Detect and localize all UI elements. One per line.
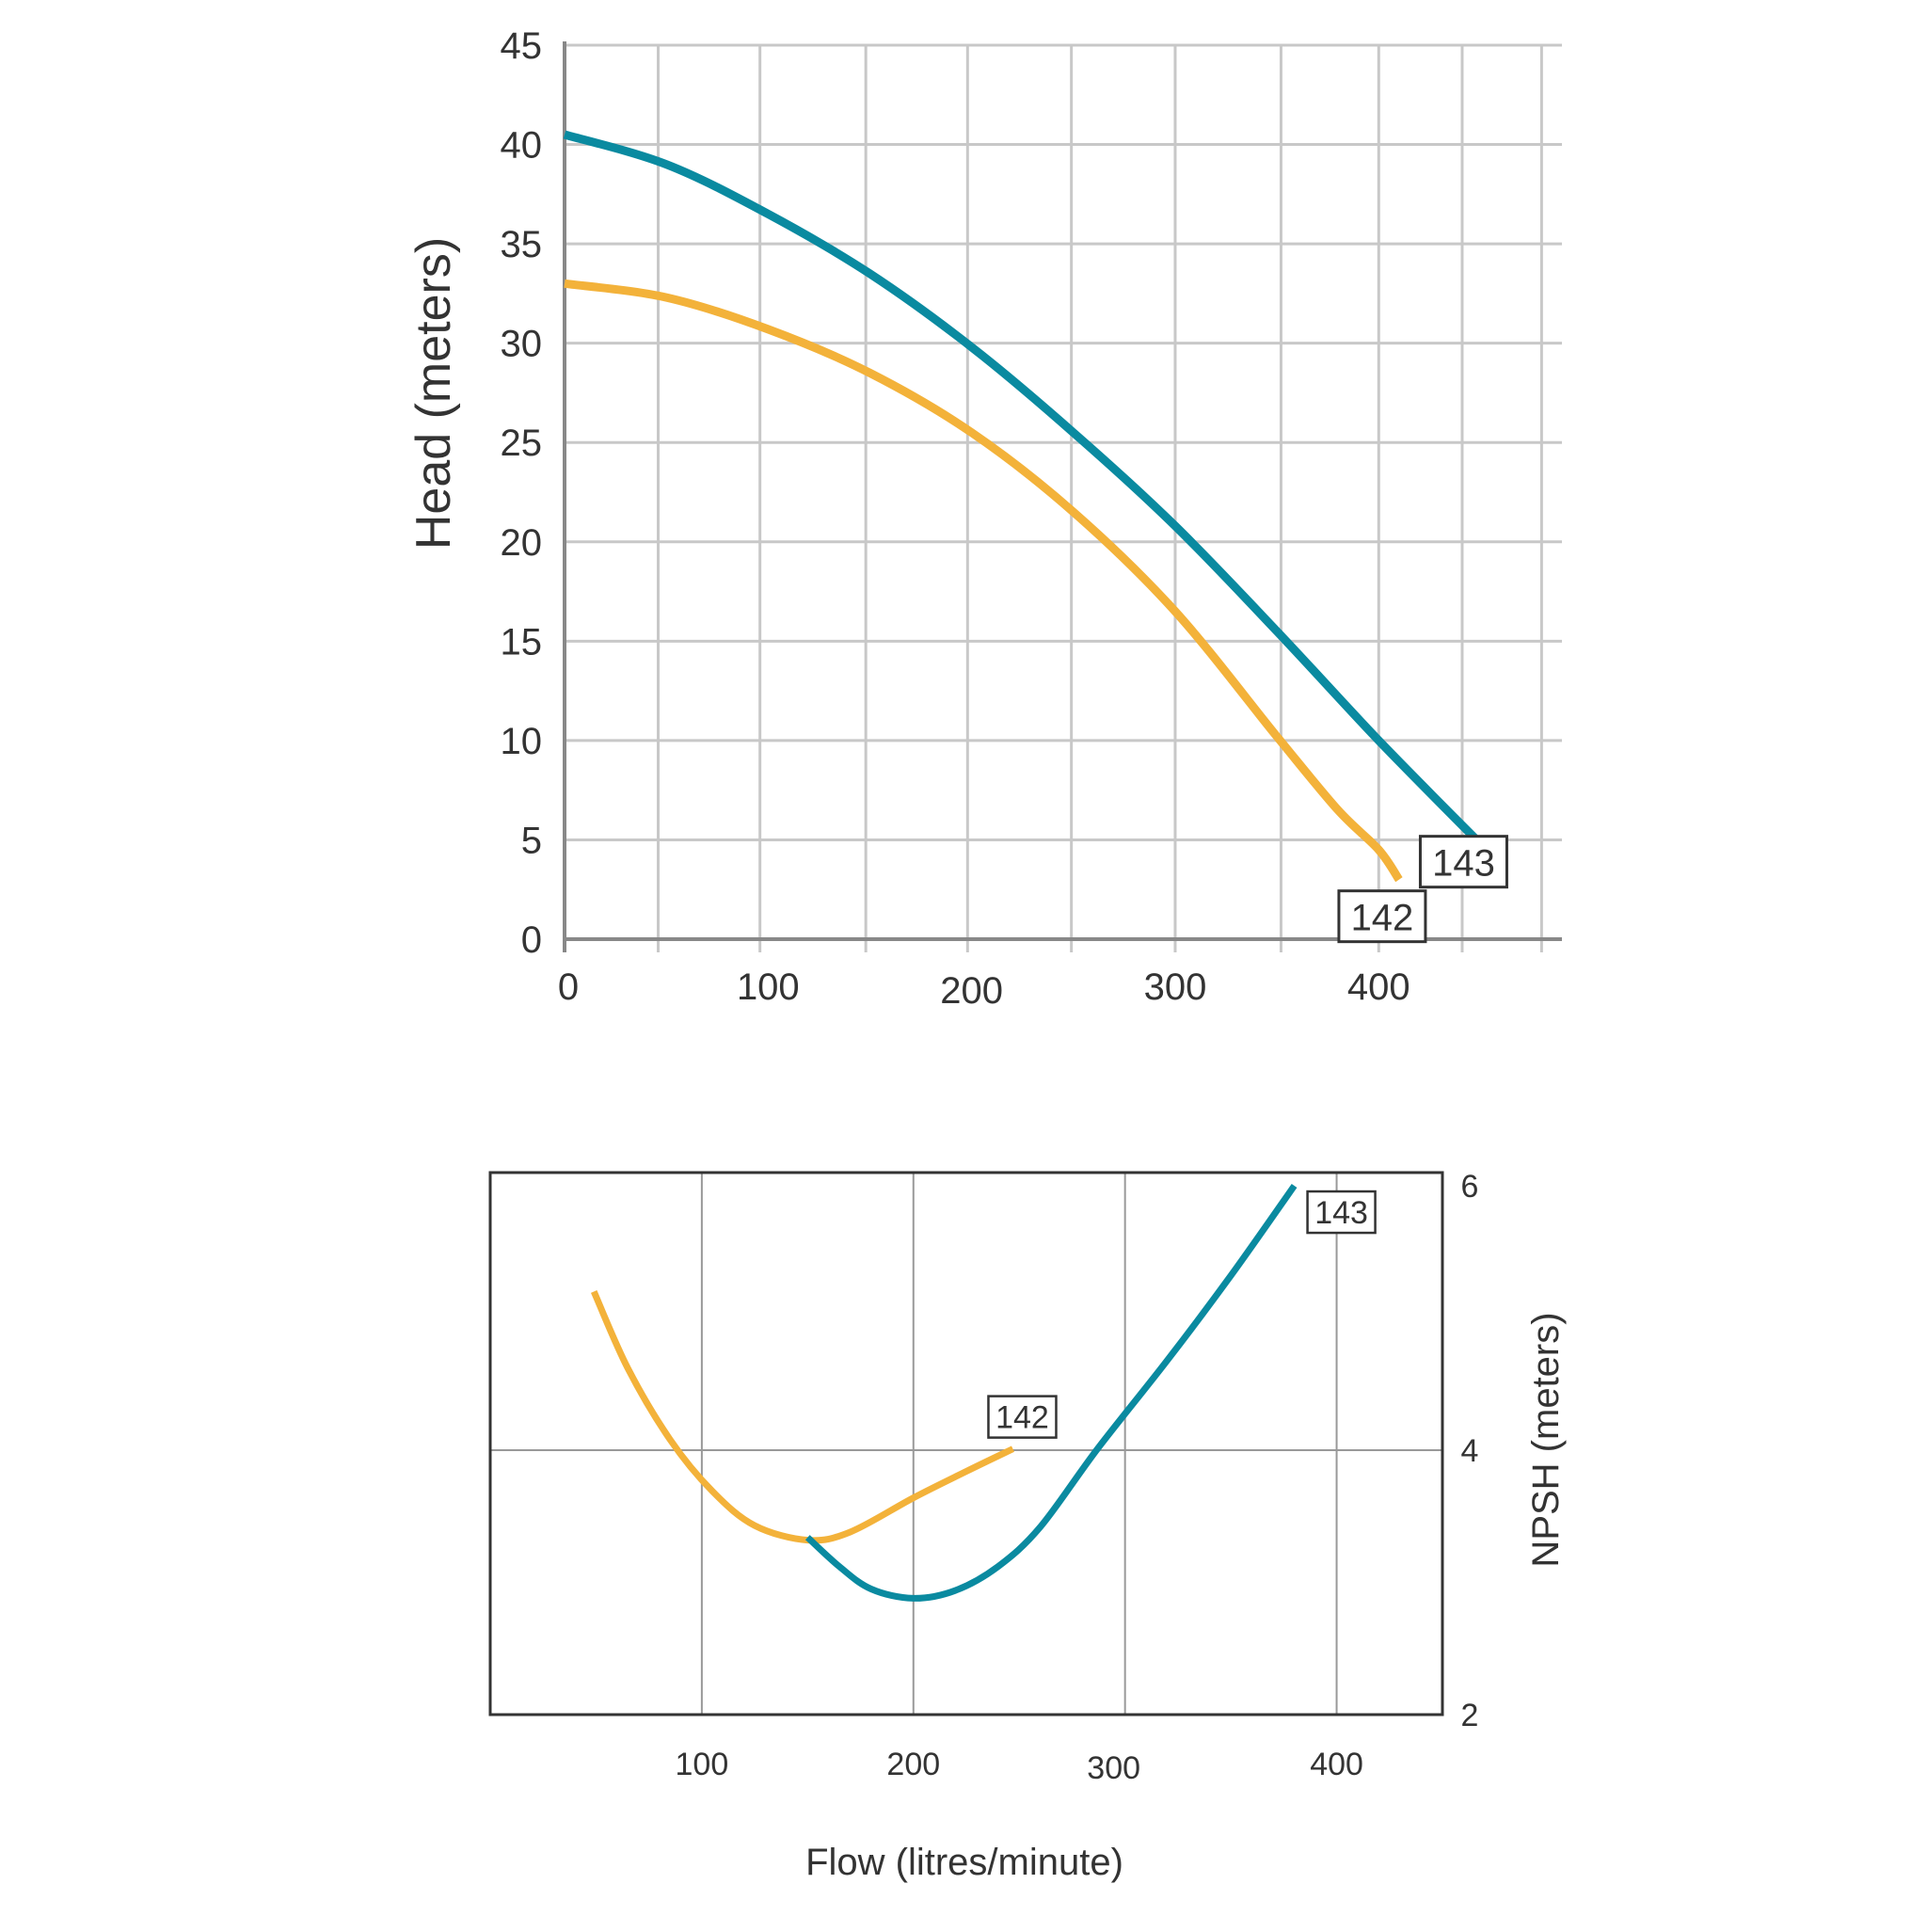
npsh-chart-series [590,1183,1298,1602]
head-series-142-label: 142 [1351,898,1414,939]
head-series-142-line [564,279,1403,883]
head-x-tick-label: 0 [558,966,579,1008]
npsh-chart-series-labels: 142 143 [987,1190,1377,1439]
head-x-tick-label: 100 [737,966,800,1008]
npsh-y-tick-label: 4 [1461,1433,1479,1469]
npsh-series-143-label: 143 [1314,1195,1368,1231]
flow-axis-title: Flow (litres/minute) [805,1842,1123,1883]
head-y-tick-label: 45 [501,25,543,67]
head-y-tick-label: 10 [501,721,543,762]
npsh-chart-frame [488,1171,1444,1716]
head-y-tick-label: 25 [501,423,543,464]
npsh-chart-grid [490,1173,1442,1715]
head-series-142-label-box [1337,889,1427,944]
head-y-tick-label: 40 [501,125,543,167]
npsh-series-142-label-box [987,1395,1058,1439]
head-y-tick-label: 20 [501,522,543,564]
npsh-x-tick-label: 300 [1087,1750,1140,1786]
head-chart-series [563,130,1484,883]
head-x-tick-label: 300 [1144,966,1207,1008]
npsh-y-tick-label: 6 [1461,1169,1479,1205]
head-x-tick-label: 400 [1347,966,1410,1008]
head-axis-title: Head (meters) [406,237,461,550]
head-series-143-label: 143 [1432,843,1495,885]
npsh-series-142-line [590,1289,1015,1544]
head-series-143-label-box [1418,835,1508,889]
npsh-axis-title: NPSH (meters) [1525,1312,1567,1567]
npsh-y-tick-label: 2 [1461,1698,1479,1733]
head-y-tick-label: 35 [501,224,543,265]
head-series-143-line [563,130,1484,847]
npsh-x-tick-label: 400 [1310,1747,1363,1782]
head-chart-grid [565,43,1562,952]
head-y-tick-label: 0 [521,919,542,961]
npsh-series-143-line [804,1183,1298,1602]
head-y-tick-label: 5 [521,820,542,861]
head-y-tick-label: 30 [501,324,543,365]
head-x-tick-label: 200 [940,970,1003,1012]
npsh-x-tick-label: 200 [886,1747,940,1782]
head-y-tick-label: 15 [501,621,543,663]
head-chart: 0 5 10 15 20 25 30 35 40 45 0 100 200 300 400 Head (me… [406,25,1562,1012]
head-chart-axes [563,41,1562,952]
npsh-series-142-label: 142 [995,1400,1049,1436]
npsh-x-tick-label: 100 [676,1747,729,1782]
npsh-chart-tick-labels: 100 200 300 400 2 4 6 [676,1169,1479,1786]
head-chart-series-labels: 142 143 [1337,835,1508,944]
npsh-series-143-label-box [1306,1190,1377,1235]
head-chart-tick-labels: 0 5 10 15 20 25 30 35 40 45 0 100 200 300 400 [501,25,1410,1012]
npsh-chart: 100 200 300 400 2 4 6 Flow (litres/minute) NPS… [488,1169,1567,1883]
